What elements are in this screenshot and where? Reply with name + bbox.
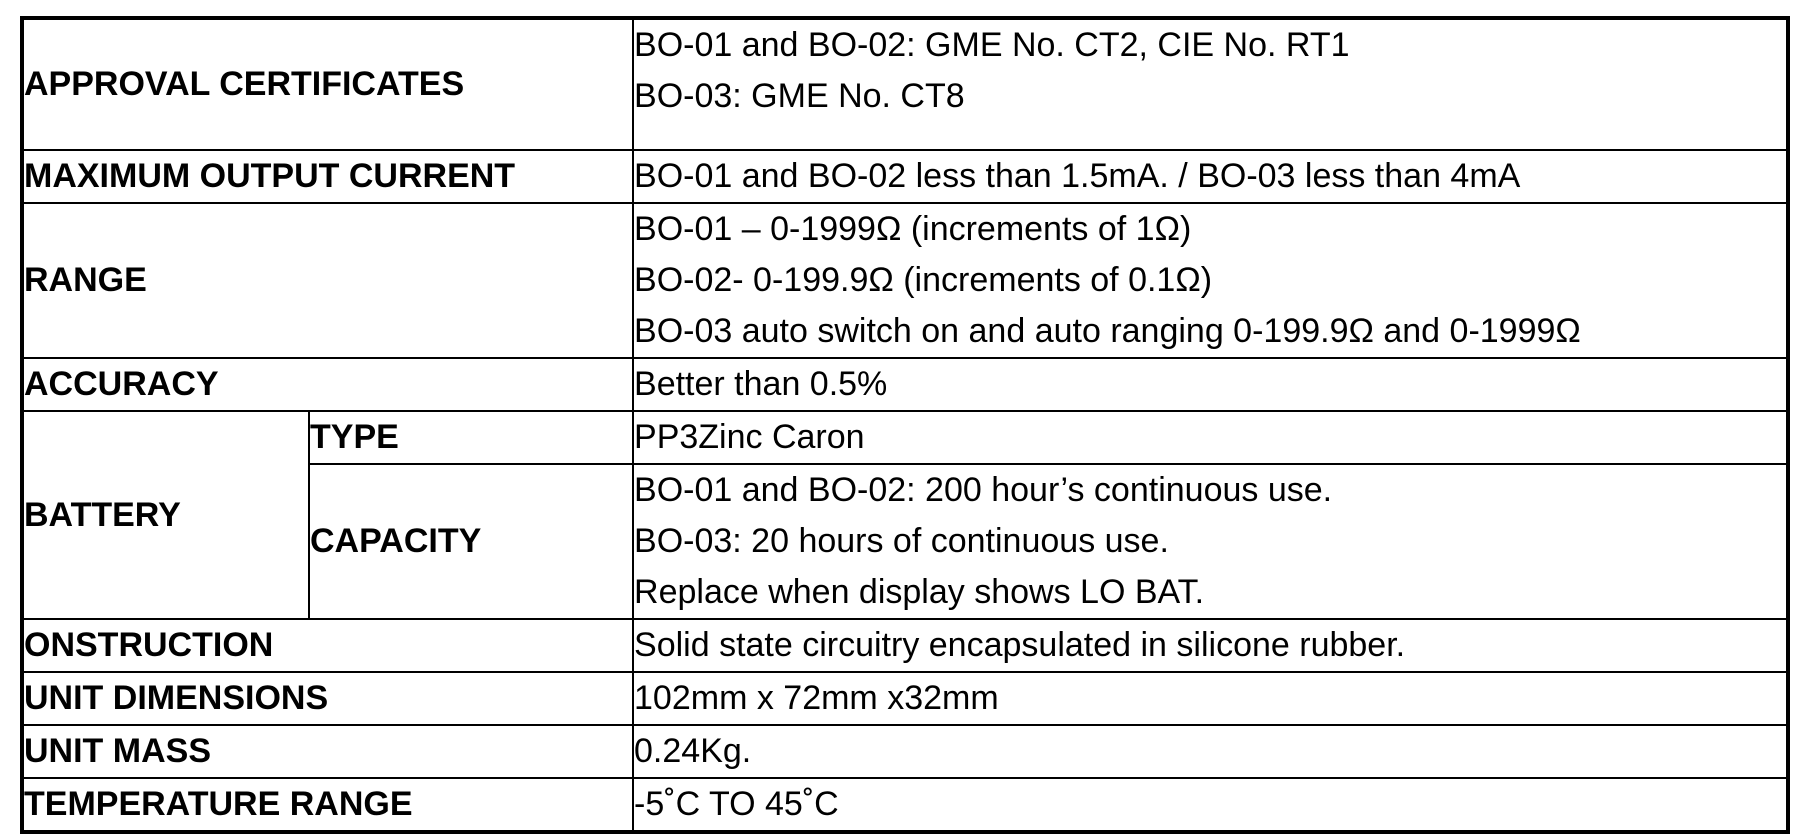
- row-value: 102mm x 72mm x32mm: [632, 671, 1790, 726]
- row-sublabel: CAPACITY: [307, 463, 635, 620]
- table-row-battery-type: BATTERY TYPE PP3Zinc Caron: [21, 410, 1790, 620]
- row-value: -5˚C TO 45˚C: [632, 777, 1790, 833]
- table-row-accuracy: ACCURACY Better than 0.5%: [20, 357, 1790, 412]
- row-value: BO-01 and BO-02 less than 1.5mA. / BO-03…: [632, 149, 1790, 204]
- table-row-maximum-output-current: MAXIMUM OUTPUT CURRENT BO-01 and BO-02 l…: [20, 149, 1790, 204]
- row-value: PP3Zinc Caron: [632, 410, 1790, 465]
- table-row-range: RANGE BO-01 – 0-1999Ω (increments of 1Ω)…: [20, 202, 1790, 359]
- spec-table: APPROVAL CERTIFICATES BO-01 and BO-02: G…: [20, 16, 1791, 834]
- row-label: UNIT MASS: [20, 724, 635, 779]
- value-line: PP3Zinc Caron: [634, 418, 865, 456]
- value-line: Better than 0.5%: [634, 365, 888, 403]
- row-value: BO-01 – 0-1999Ω (increments of 1Ω) BO-02…: [632, 202, 1790, 359]
- row-value: Better than 0.5%: [632, 357, 1790, 412]
- row-value: 0.24Kg.: [632, 724, 1790, 779]
- table-row-temperature-range: TEMPERATURE RANGE -5˚C TO 45˚C: [20, 777, 1790, 833]
- row-label-battery-group: BATTERY: [21, 410, 310, 620]
- row-label: TEMPERATURE RANGE: [20, 777, 635, 833]
- value-line: BO-03 auto switch on and auto ranging 0-…: [634, 312, 1581, 350]
- value-line: 0.24Kg.: [634, 732, 752, 770]
- table-row-approval-certificates: APPROVAL CERTIFICATES BO-01 and BO-02: G…: [20, 17, 1790, 151]
- table-row-battery-capacity: CAPACITY BO-01 and BO-02: 200 hour’s con…: [22, 463, 1790, 620]
- row-sublabel: TYPE: [307, 410, 635, 465]
- value-line: BO-03: 20 hours of continuous use.: [634, 522, 1169, 560]
- value-line: BO-01 and BO-02: 200 hour’s continuous u…: [634, 471, 1333, 509]
- value-line: BO-01 and BO-02: GME No. CT2, CIE No. RT…: [634, 26, 1350, 64]
- row-value: Solid state circuitry encapsulated in si…: [632, 618, 1790, 673]
- value-line: Solid state circuitry encapsulated in si…: [634, 626, 1406, 664]
- table-row-onstruction: ONSTRUCTION Solid state circuitry encaps…: [20, 618, 1790, 673]
- value-line: BO-01 and BO-02 less than 1.5mA. / BO-03…: [634, 157, 1521, 195]
- row-value: BO-01 and BO-02: 200 hour’s continuous u…: [632, 463, 1790, 620]
- value-line: 102mm x 72mm x32mm: [634, 679, 999, 717]
- value-line: BO-02- 0-199.9Ω (increments of 0.1Ω): [634, 261, 1213, 299]
- table-row-unit-dimensions: UNIT DIMENSIONS 102mm x 72mm x32mm: [20, 671, 1790, 726]
- row-value: BO-01 and BO-02: GME No. CT2, CIE No. RT…: [632, 17, 1790, 151]
- row-label: APPROVAL CERTIFICATES: [20, 17, 635, 151]
- row-label: MAXIMUM OUTPUT CURRENT: [20, 149, 635, 204]
- row-label: ACCURACY: [20, 357, 635, 412]
- value-line: BO-01 – 0-1999Ω (increments of 1Ω): [634, 210, 1192, 248]
- row-label: ONSTRUCTION: [20, 618, 635, 673]
- value-line: -5˚C TO 45˚C: [634, 785, 839, 823]
- row-label: RANGE: [20, 202, 635, 359]
- value-line: BO-03: GME No. CT8: [634, 77, 965, 115]
- table-row-unit-mass: UNIT MASS 0.24Kg.: [20, 724, 1790, 779]
- value-line: Replace when display shows LO BAT.: [634, 573, 1205, 611]
- row-label: UNIT DIMENSIONS: [20, 671, 635, 726]
